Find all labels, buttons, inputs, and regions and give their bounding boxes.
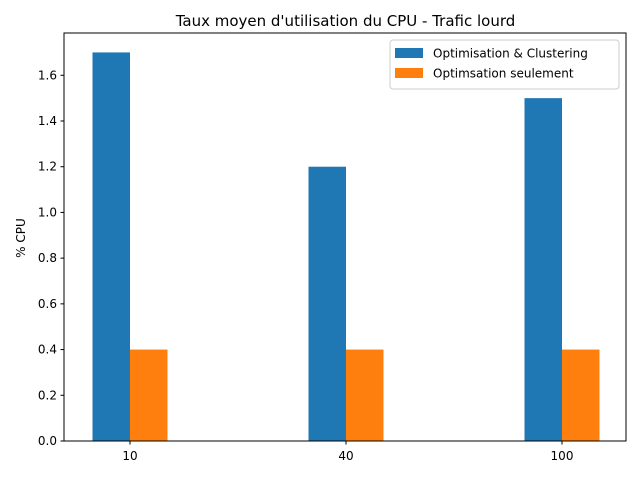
x-tick-label: 10: [122, 449, 137, 463]
legend-label: Optimsation seulement: [433, 67, 574, 81]
y-tick-label: 0.0: [38, 434, 57, 448]
y-tick-label: 0.6: [38, 297, 57, 311]
legend-label: Optimisation & Clustering: [433, 47, 588, 61]
bar-optimisation-seulement-10: [130, 349, 168, 441]
chart-title: Taux moyen d'utilisation du CPU - Trafic…: [175, 12, 516, 30]
y-axis-label: % CPU: [14, 218, 28, 258]
x-tick-label: 40: [338, 449, 353, 463]
y-tick-label: 1.0: [38, 205, 57, 219]
x-ticks-group: 10 40 100: [122, 441, 573, 463]
y-tick-label: 0.8: [38, 251, 57, 265]
bar-optimisation-seulement-100: [562, 349, 600, 441]
y-tick-label: 1.6: [38, 68, 57, 82]
bar-optimisation-clustering-10: [92, 52, 130, 442]
y-tick-label: 1.2: [38, 160, 57, 174]
y-tick-label: 1.4: [38, 114, 57, 128]
y-tick-label: 0.4: [38, 343, 57, 357]
y-tick-label: 0.2: [38, 388, 57, 402]
y-ticks-group: 0.0 0.2 0.4 0.6 0.8 1.0 1.2 1.4 1.6: [38, 68, 64, 448]
plot-frame: [63, 32, 627, 442]
legend-swatch: [395, 68, 423, 78]
bars-group: [92, 52, 600, 442]
bar-optimisation-clustering-100: [524, 98, 562, 442]
bar-optimisation-seulement-40: [346, 349, 384, 441]
legend: Optimisation & Clustering Optimsation seu…: [389, 39, 620, 90]
legend-box: [389, 39, 620, 90]
bar-optimisation-clustering-40: [308, 166, 346, 441]
x-tick-label: 100: [551, 449, 574, 463]
legend-swatch: [395, 48, 423, 58]
